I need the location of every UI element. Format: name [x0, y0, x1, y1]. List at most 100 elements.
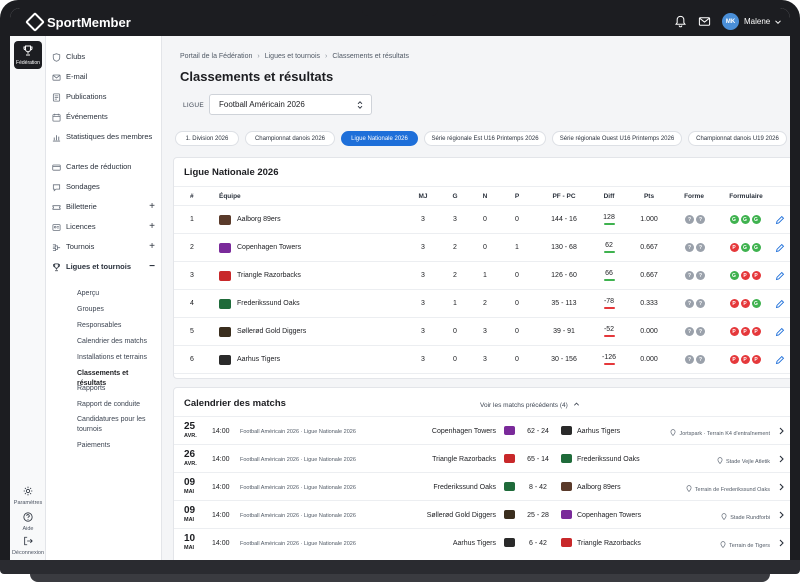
points: 0.000	[635, 318, 663, 345]
chevron-right-icon[interactable]	[778, 482, 785, 492]
tab-regional-east-u16[interactable]: Série régionale Est U16 Printemps 2026	[424, 131, 546, 146]
sidebar-subitem-reports[interactable]: Rapports	[77, 384, 159, 394]
rank: 2	[190, 234, 194, 261]
match-row[interactable]: 09 MAI 14:00 Football Américain 2026 · Ligu…	[174, 500, 790, 528]
sidebar-item-events[interactable]: Événements	[52, 112, 156, 122]
edit-row-button[interactable]	[773, 318, 787, 345]
match-time: 14:00	[212, 540, 230, 547]
edit-row-button[interactable]	[773, 290, 787, 317]
table-row[interactable]: 6 Aarhus Tigers 3 0 3 0 30 - 156 -126 0.000?? P P P	[174, 346, 790, 374]
chevron-right-icon[interactable]	[778, 454, 785, 464]
sidebar-subitem-groups[interactable]: Groupes	[77, 305, 159, 315]
breadcrumb-separator-icon: ›	[257, 53, 259, 60]
played: 3	[412, 234, 434, 261]
rail-settings[interactable]: Paramètres	[10, 486, 46, 506]
form-result-dot: P	[730, 243, 739, 252]
table-row[interactable]: 5 Søllerød Gold Diggers 3 0 3 0 39 - 91 -52 0.00…	[174, 318, 790, 346]
sidebar-item-member-stats[interactable]: Statistiques des membres	[52, 132, 156, 142]
sidebar-item-discount-cards[interactable]: Cartes de réduction	[52, 162, 156, 172]
tab-national-league[interactable]: Ligue Nationale 2026	[341, 131, 418, 146]
expand-icon[interactable]: +	[148, 222, 156, 231]
table-row[interactable]: 2 Copenhagen Towers 3 2 0 1 130 - 68 62 0.667?? P…	[174, 234, 790, 262]
match-row[interactable]: 25 AVR. 14:00 Football Américain 2026 · Lig…	[174, 416, 790, 444]
match-row[interactable]: 09 MAI 14:00 Football Américain 2026 · Ligu…	[174, 472, 790, 500]
team-cell[interactable]: Triangle Razorbacks	[219, 262, 301, 289]
form-result-dot: G	[730, 271, 739, 280]
chevron-right-icon[interactable]	[778, 538, 785, 548]
rail-logout-label: Déconnexion	[10, 550, 46, 556]
match-row[interactable]: 10 MAI 14:00 Football Américain 2026 · Ligu…	[174, 528, 790, 556]
edit-row-button[interactable]	[773, 206, 787, 233]
edit-row-button[interactable]	[773, 234, 787, 261]
played: 3	[412, 206, 434, 233]
laptop-foot	[30, 574, 770, 582]
rail-help[interactable]: Aide	[10, 512, 46, 532]
diff-cell: -126	[597, 346, 621, 373]
chevron-right-icon[interactable]	[778, 510, 785, 520]
lost: 0	[508, 262, 526, 289]
form-result-dot: G	[730, 215, 739, 224]
team-cell[interactable]: Søllerød Gold Diggers	[219, 318, 306, 345]
chevron-right-icon[interactable]	[778, 426, 785, 436]
collapse-icon[interactable]: −	[148, 262, 156, 271]
mail-icon[interactable]	[698, 15, 711, 28]
unknown-icon: ?	[696, 243, 705, 252]
sidebar-item-email[interactable]: E-mail	[52, 72, 156, 82]
form-unknown-cell: ??	[682, 234, 710, 261]
breadcrumb-link[interactable]: Portail de la Fédération	[180, 53, 252, 60]
sidebar-item-leagues[interactable]: Ligues et tournois −	[52, 262, 156, 272]
venue-name: Stade Vejle Atletik	[726, 459, 770, 465]
sidebar-subitem-conduct-report[interactable]: Rapport de conduite	[77, 400, 159, 410]
rank: 3	[190, 262, 194, 289]
tab-division-1[interactable]: 1. Division 2026	[175, 131, 239, 146]
sidebar-item-tournaments[interactable]: Tournois +	[52, 242, 156, 252]
table-row[interactable]: 1 Aalborg 89ers 3 3 0 0 144 - 16 128 1.000?? G G G	[174, 206, 790, 234]
user-name[interactable]: Malene	[744, 17, 770, 26]
away-team: Copenhagen Towers	[577, 512, 641, 519]
sidebar-item-label: Tournois	[66, 242, 143, 252]
table-row[interactable]: 3 Triangle Razorbacks 3 2 1 0 126 - 60 66 0.667?…	[174, 262, 790, 290]
sidebar-subitem-overview[interactable]: Aperçu	[77, 289, 159, 299]
venue-name: Terrain de Tigers	[729, 543, 770, 549]
avatar[interactable]: MK	[722, 13, 739, 30]
sidebar-item-publications[interactable]: Publications	[52, 92, 156, 102]
breadcrumb-separator-icon: ›	[325, 53, 327, 60]
sidebar-item-licenses[interactable]: Licences +	[52, 222, 156, 232]
away-team: Frederikssund Oaks	[577, 456, 640, 463]
match-row[interactable]: 26 AVR. 14:00 Football Américain 2026 · Lig…	[174, 444, 790, 472]
breadcrumb-link[interactable]: Ligues et tournois	[265, 53, 320, 60]
team-cell[interactable]: Copenhagen Towers	[219, 234, 301, 261]
app-logo[interactable]: SportMember	[26, 13, 131, 31]
sidebar-item-ticketing[interactable]: Billetterie +	[52, 202, 156, 212]
sidebar-item-polls[interactable]: Sondages	[52, 182, 156, 192]
previous-matches-link[interactable]: Voir les matchs précédents (4)	[480, 401, 580, 409]
form-result-dot: P	[741, 355, 750, 364]
rail-logout[interactable]: Déconnexion	[10, 536, 46, 556]
rail-federation[interactable]: Fédération	[14, 41, 42, 69]
shield-icon	[52, 53, 61, 62]
expand-icon[interactable]: +	[148, 202, 156, 211]
team-cell[interactable]: Frederikssund Oaks	[219, 290, 300, 317]
tab-danish-championship[interactable]: Championnat danois 2026	[245, 131, 335, 146]
sidebar-subitem-managers[interactable]: Responsables	[77, 321, 159, 331]
table-row[interactable]: 4 Frederikssund Oaks 3 1 2 0 35 - 113 -78 0.333?…	[174, 290, 790, 318]
sidebar-subitem-payments[interactable]: Paiements	[77, 441, 159, 451]
points-for-against: 30 - 156	[544, 346, 584, 373]
sidebar-subitem-facilities[interactable]: Installations et terrains	[77, 353, 159, 363]
tab-danish-u19[interactable]: Championnat danois U19 2026	[688, 131, 787, 146]
team-cell[interactable]: Aarhus Tigers	[219, 346, 280, 373]
edit-row-button[interactable]	[773, 346, 787, 373]
match-score: 6 - 42	[518, 540, 558, 547]
bell-icon[interactable]	[674, 15, 687, 28]
chevron-down-icon[interactable]	[774, 18, 782, 26]
sidebar-subitem-tournament-applications[interactable]: Candidatures pour les tournois	[77, 415, 159, 434]
edit-row-button[interactable]	[773, 262, 787, 289]
league-select[interactable]: Football Américain 2026	[209, 94, 372, 115]
diff-value: 66	[605, 270, 613, 277]
team-cell[interactable]: Aalborg 89ers	[219, 206, 281, 233]
tab-regional-west-u16[interactable]: Série régionale Ouest U16 Printemps 2026	[552, 131, 682, 146]
points-for-against: 35 - 113	[544, 290, 584, 317]
expand-icon[interactable]: +	[148, 242, 156, 251]
sidebar-subitem-match-calendar[interactable]: Calendrier des matchs	[77, 337, 159, 347]
sidebar-item-clubs[interactable]: Clubs	[52, 52, 156, 62]
